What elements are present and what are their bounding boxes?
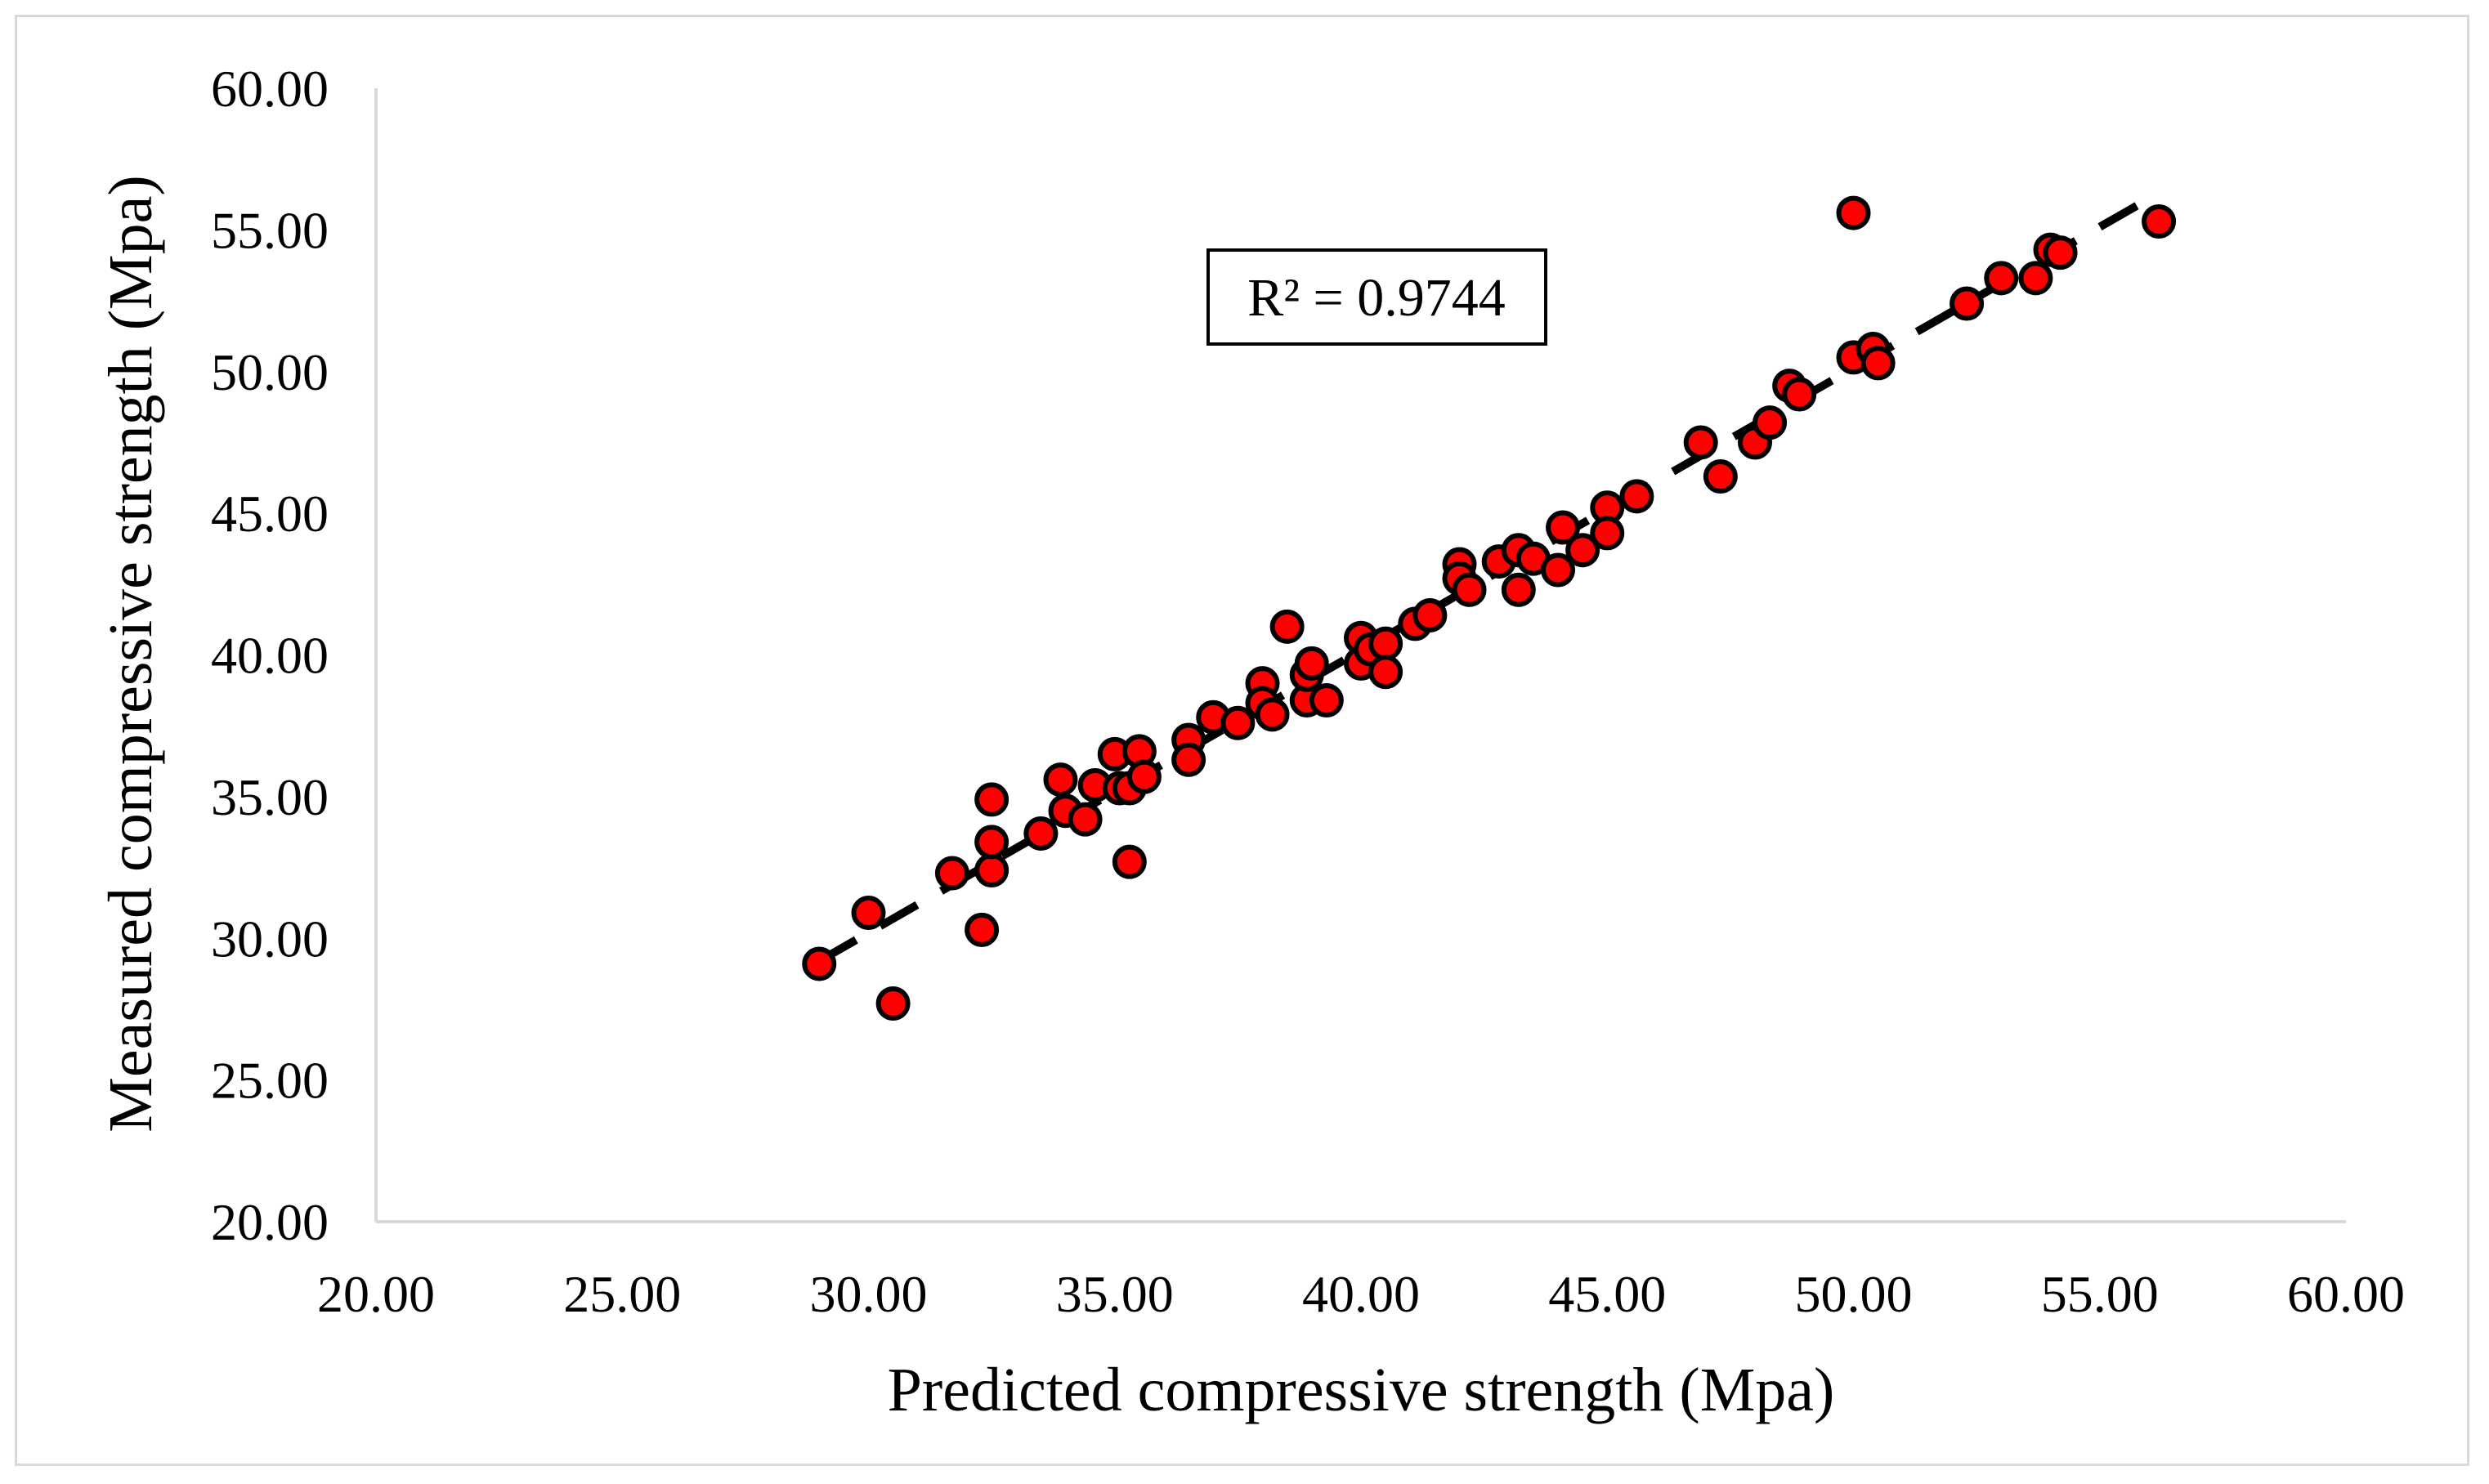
data-point <box>1255 697 1290 732</box>
data-point <box>2043 235 2078 270</box>
data-point <box>851 896 886 931</box>
trendline <box>817 189 2161 965</box>
data-point <box>2018 261 2053 296</box>
data-point <box>974 853 1009 888</box>
data-point <box>1501 572 1536 607</box>
data-point <box>974 825 1009 860</box>
data-point <box>1546 510 1581 545</box>
data-point <box>1023 816 1059 851</box>
data-point <box>1309 682 1344 717</box>
x-tick-labels: 20.00 25.00 30.00 35.00 40.00 45.00 50.00 55.00… <box>317 1265 2405 1323</box>
y-tick-label: 35.00 <box>211 768 329 826</box>
r-squared-box <box>1206 248 1547 346</box>
y-tick-label: 40.00 <box>211 627 329 685</box>
data-point <box>965 912 1000 947</box>
x-tick-label: 50.00 <box>1795 1265 1913 1323</box>
data-point <box>1368 655 1403 690</box>
data-point <box>1683 425 1718 460</box>
data-point <box>1836 195 1871 230</box>
data-point <box>1590 516 1625 551</box>
data-point <box>1541 552 1575 588</box>
points-layer <box>802 195 2177 1021</box>
data-point <box>1112 844 1147 879</box>
x-tick-label: 55.00 <box>2041 1265 2159 1323</box>
y-tick-label: 25.00 <box>211 1052 329 1110</box>
x-tick-label: 35.00 <box>1056 1265 1174 1323</box>
x-tick-label: 45.00 <box>1548 1265 1666 1323</box>
data-point <box>1950 286 1985 321</box>
trendline-layer <box>817 189 2161 965</box>
x-tick-label: 60.00 <box>2287 1265 2405 1323</box>
data-point <box>802 946 837 981</box>
data-point <box>1452 572 1487 607</box>
data-point <box>1043 762 1078 798</box>
r-squared-label: R² = 0.9744 <box>1247 268 1506 328</box>
data-point <box>1619 479 1654 514</box>
data-point <box>1269 609 1305 644</box>
x-tick-label: 30.00 <box>810 1265 928 1323</box>
data-point <box>2142 203 2177 239</box>
y-tick-label: 50.00 <box>211 343 329 401</box>
x-tick-label: 40.00 <box>1302 1265 1420 1323</box>
data-point <box>1753 405 1788 440</box>
data-point <box>1412 597 1448 632</box>
y-tick-label: 30.00 <box>211 910 329 968</box>
data-point <box>1294 646 1329 681</box>
data-point <box>1368 626 1403 661</box>
data-point <box>1565 533 1600 568</box>
data-point <box>1068 802 1103 837</box>
x-tick-label: 20.00 <box>317 1265 435 1323</box>
y-tick-label: 55.00 <box>211 201 329 259</box>
r-squared-annotation: R² = 0.9744 <box>1206 248 1547 346</box>
data-point <box>1126 759 1162 794</box>
y-tick-labels: 20.00 25.00 30.00 35.00 40.00 45.00 50.00 55.00… <box>211 60 329 1251</box>
y-tick-label: 60.00 <box>211 60 329 118</box>
y-axis-title: Measured compressive strength (Mpa) <box>96 175 165 1132</box>
x-tick-label: 25.00 <box>563 1265 681 1323</box>
y-tick-label: 45.00 <box>211 485 329 543</box>
data-point <box>1984 261 2019 296</box>
y-tick-label: 20.00 <box>211 1193 329 1251</box>
data-point <box>1782 377 1817 412</box>
data-point <box>974 782 1009 817</box>
x-axis-title: Predicted compressive strength (Mpa) <box>888 1356 1835 1424</box>
data-point <box>1703 459 1738 494</box>
data-point <box>1860 346 1896 381</box>
axes <box>374 88 2346 1223</box>
data-point <box>1220 705 1256 740</box>
data-point <box>934 856 969 891</box>
data-point <box>1171 742 1206 777</box>
data-point <box>875 986 911 1021</box>
